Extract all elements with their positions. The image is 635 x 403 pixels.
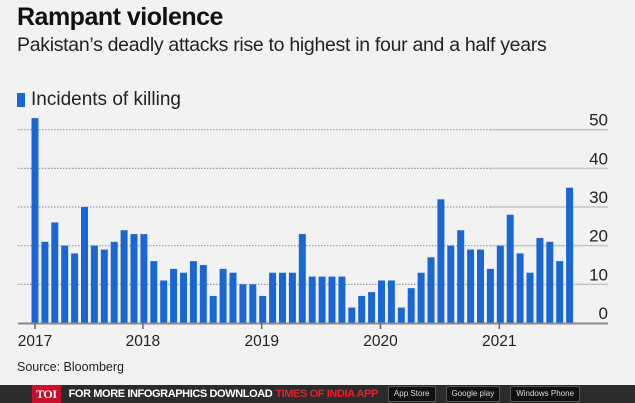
bar bbox=[407, 288, 415, 323]
bar bbox=[457, 230, 465, 323]
bar bbox=[249, 284, 257, 323]
bar bbox=[189, 261, 197, 323]
bar bbox=[437, 199, 445, 323]
bar bbox=[397, 307, 405, 323]
bar bbox=[368, 292, 376, 323]
y-tick-label: 30 bbox=[589, 188, 608, 207]
y-tick-label: 10 bbox=[589, 265, 608, 284]
bar bbox=[308, 276, 316, 323]
legend-label: Incidents of killing bbox=[31, 89, 181, 110]
legend-swatch bbox=[17, 93, 25, 107]
bar bbox=[496, 245, 504, 323]
bar bbox=[298, 234, 306, 323]
bar bbox=[130, 234, 138, 323]
bar bbox=[467, 249, 475, 323]
chart-title: Rampant violence bbox=[17, 3, 223, 31]
bar bbox=[31, 118, 39, 324]
bar bbox=[209, 295, 217, 323]
bar bbox=[41, 241, 49, 323]
bar bbox=[566, 187, 574, 323]
bar bbox=[239, 284, 247, 323]
bar bbox=[279, 272, 286, 323]
bar bbox=[338, 276, 346, 323]
bar bbox=[516, 253, 524, 323]
bar bbox=[61, 245, 69, 323]
footer-cta: FOR MORE INFOGRAPHICS DOWNLOAD bbox=[68, 388, 273, 400]
bar bbox=[199, 265, 207, 323]
x-tick-label: 2021 bbox=[482, 333, 516, 350]
x-tick-label: 2020 bbox=[363, 333, 398, 350]
bar-chart: 0 10 20 30 40 50 2017 2018 2019 2020 2021 bbox=[18, 111, 608, 350]
bar bbox=[160, 280, 168, 323]
bar bbox=[259, 295, 267, 323]
bar bbox=[100, 249, 108, 323]
footer-banner[interactable]: TOI FOR MORE INFOGRAPHICS DOWNLOAD TIMES… bbox=[0, 385, 635, 403]
bar bbox=[536, 237, 544, 323]
bar bbox=[556, 261, 564, 323]
source-note: Source: Bloomberg bbox=[17, 360, 125, 374]
bar bbox=[417, 272, 425, 323]
bar bbox=[269, 272, 277, 323]
bar bbox=[318, 276, 326, 323]
google-play-badge[interactable]: Google play bbox=[445, 386, 501, 402]
bar bbox=[387, 280, 395, 323]
bar bbox=[140, 234, 148, 323]
bar bbox=[427, 257, 435, 323]
bar bbox=[288, 272, 296, 323]
x-tick-label: 2019 bbox=[244, 333, 278, 350]
bar bbox=[71, 253, 79, 323]
x-tick-label: 2018 bbox=[126, 333, 160, 350]
bar bbox=[229, 272, 237, 323]
bar bbox=[348, 307, 356, 323]
windows-phone-badge[interactable]: Windows Phone bbox=[510, 386, 581, 402]
bar bbox=[81, 207, 88, 323]
bar bbox=[486, 268, 494, 323]
bar bbox=[120, 230, 128, 323]
bar bbox=[110, 241, 118, 323]
bar bbox=[358, 295, 366, 323]
bar bbox=[447, 245, 455, 323]
bar bbox=[477, 249, 484, 323]
footer-cta-highlight: TIMES OF INDIA APP bbox=[275, 388, 378, 400]
bar bbox=[378, 280, 385, 323]
bar bbox=[170, 268, 178, 323]
y-tick-label: 40 bbox=[589, 149, 608, 168]
bar bbox=[150, 261, 158, 323]
legend: Incidents of killing bbox=[17, 89, 181, 111]
bar bbox=[546, 241, 554, 323]
bar bbox=[180, 272, 187, 323]
bar bbox=[506, 214, 514, 323]
chart-subtitle: Pakistan’s deadly attacks rise to highes… bbox=[17, 34, 547, 56]
toi-logo: TOI bbox=[32, 385, 61, 403]
y-tick-label: 20 bbox=[589, 227, 608, 246]
bar bbox=[219, 268, 227, 323]
bar bbox=[51, 222, 59, 323]
y-tick-label: 0 bbox=[599, 304, 608, 323]
app-store-badge[interactable]: App Store bbox=[387, 386, 436, 402]
bar bbox=[526, 272, 534, 323]
y-tick-label: 50 bbox=[589, 111, 608, 130]
bar bbox=[328, 276, 336, 323]
bar bbox=[90, 245, 98, 323]
x-tick-label: 2017 bbox=[18, 333, 52, 350]
